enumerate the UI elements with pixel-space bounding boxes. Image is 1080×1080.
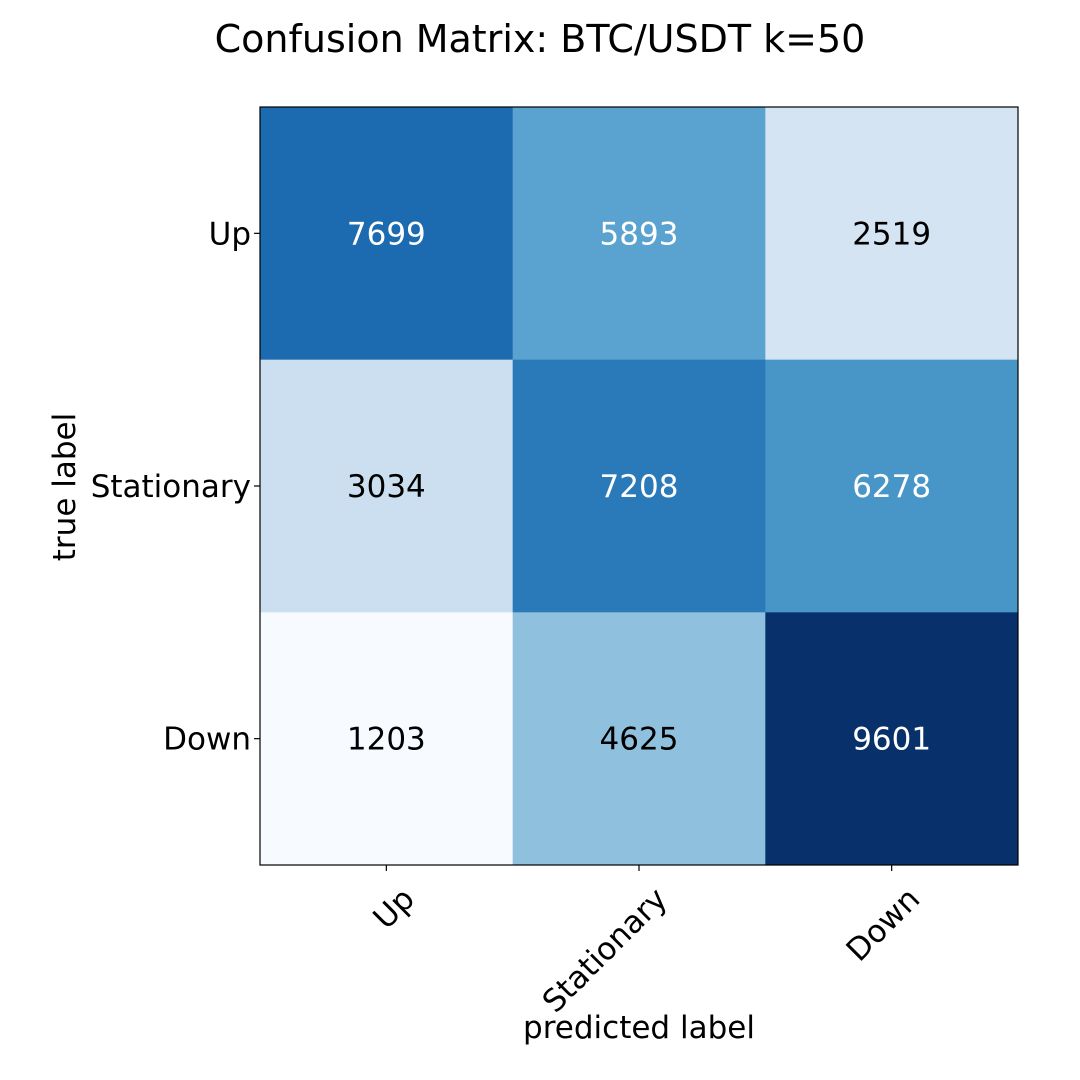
- cell-value-label: 5893: [600, 216, 679, 252]
- y-tick-label: Up: [209, 216, 251, 252]
- cell-value-label: 9601: [852, 722, 931, 758]
- heatmap-cell: [765, 359, 1019, 613]
- heatmap-cell: [260, 359, 514, 613]
- heatmap-cell: [260, 107, 514, 361]
- cell-value-label: 2519: [852, 216, 931, 252]
- y-tick-label: Stationary: [91, 469, 251, 505]
- cell-value-label: 7208: [600, 469, 679, 505]
- x-tick-label: Up: [366, 881, 421, 936]
- cell-value-label: 4625: [600, 722, 679, 758]
- heatmap-cell: [512, 107, 766, 361]
- cell-value-label: 7699: [347, 216, 426, 252]
- cell-value-label: 6278: [852, 469, 931, 505]
- y-tick-label: Down: [163, 722, 251, 758]
- y-axis-label: true label: [47, 413, 83, 561]
- x-tick-label: Down: [840, 881, 928, 969]
- heatmap-cell: [765, 107, 1019, 361]
- x-tick-label: Stationary: [536, 881, 675, 1020]
- heatmap-cell: [260, 612, 514, 866]
- chart-title: Confusion Matrix: BTC/USDT k=50: [215, 17, 866, 61]
- x-axis-label: predicted label: [523, 1010, 755, 1046]
- heatmap-cell: [512, 359, 766, 613]
- cell-value-label: 1203: [347, 722, 426, 758]
- cell-value-label: 3034: [347, 469, 426, 505]
- heatmap-cell: [765, 612, 1019, 866]
- heatmap-cell: [512, 612, 766, 866]
